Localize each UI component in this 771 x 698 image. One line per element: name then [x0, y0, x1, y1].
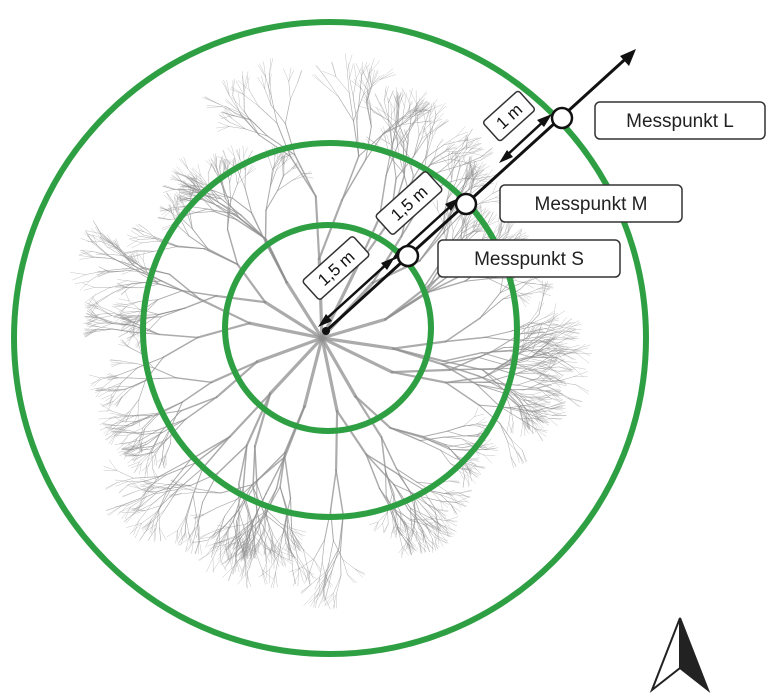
label-box-m: Messpunkt M [499, 184, 683, 223]
label-text-l: Messpunkt L [626, 111, 734, 132]
ring-medium [140, 140, 520, 520]
ring-small [222, 222, 434, 434]
measurement-point-l [550, 106, 574, 130]
tree-canopy-icon [70, 53, 593, 610]
ring-large [11, 19, 649, 657]
distance-label-center-to-s: 1,5 m [302, 236, 370, 300]
label-box-s: Messpunkt S [437, 239, 621, 278]
distance-label-m-to-l: 1 m [482, 90, 536, 142]
measurement-point-s [396, 244, 420, 268]
radial-arrowhead [620, 49, 636, 66]
radial-axis [322, 49, 636, 335]
dimension-m-to-l [499, 114, 552, 163]
north-arrow-icon [649, 617, 711, 694]
label-text-s: Messpunkt S [474, 249, 584, 270]
label-box-l: Messpunkt L [594, 101, 766, 140]
tree-center-point [322, 327, 330, 335]
measurement-point-m [454, 192, 478, 216]
label-text-m: Messpunkt M [535, 194, 648, 215]
